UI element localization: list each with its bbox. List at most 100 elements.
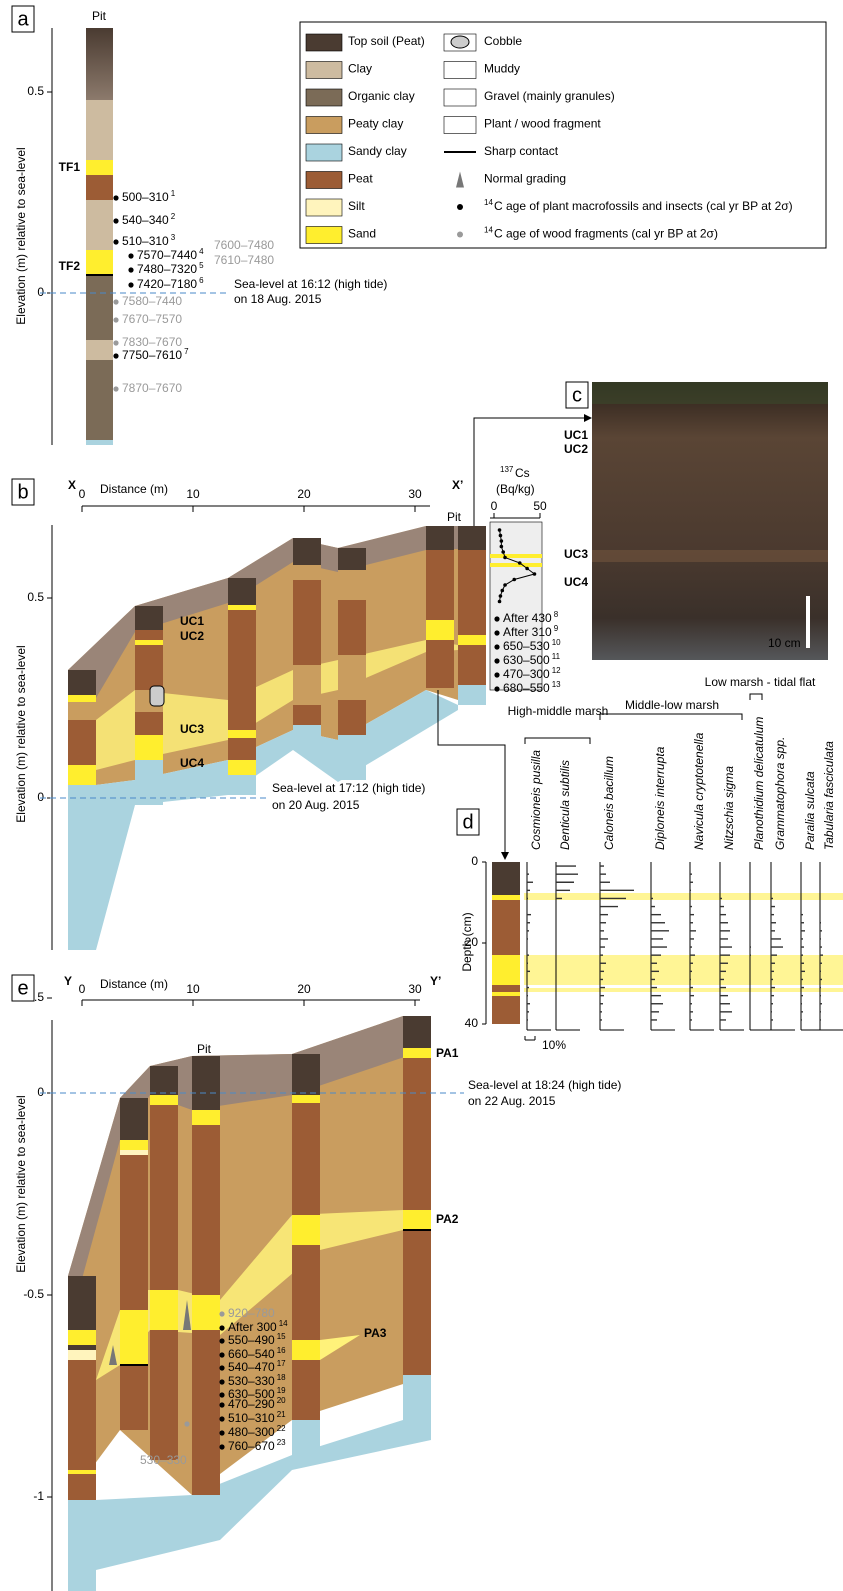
cs-point <box>518 561 522 565</box>
section-end: X’ <box>452 478 463 492</box>
cs-point <box>503 583 507 587</box>
unit-label: TF1 <box>59 160 81 174</box>
age-number: 4 <box>199 247 204 256</box>
column-layer <box>192 1495 220 1540</box>
legend-symbol <box>444 89 476 106</box>
y-tick-label: 0 <box>37 285 44 299</box>
column-layer <box>228 610 256 730</box>
age-dot <box>113 239 118 244</box>
y-axis-label: Elevation (m) relative to sea-level <box>14 147 28 324</box>
age-label: 530–330 <box>140 1453 187 1467</box>
unit-label: UC4 <box>180 756 204 770</box>
age-label: 480–300 <box>228 1425 275 1439</box>
age-label: 650–530 <box>503 639 550 653</box>
arrow <box>501 852 509 860</box>
age-label: 660–540 <box>228 1347 275 1361</box>
column-layer <box>292 1095 320 1103</box>
age-dot <box>184 1421 189 1426</box>
column-layer <box>338 570 366 600</box>
column-layer <box>458 645 486 685</box>
unit-label: UC1 <box>564 428 588 442</box>
cs-point <box>498 528 502 532</box>
legend-swatch <box>306 199 342 216</box>
column-layer <box>426 526 454 550</box>
y-tick-label: 0 <box>471 854 478 868</box>
topsoil <box>86 28 113 100</box>
column-layer <box>68 670 96 695</box>
taxon-name: Grammatophora spp. <box>773 737 787 850</box>
column-layer <box>338 600 366 655</box>
y-tick-label: 0.5 <box>27 84 44 98</box>
column-layer <box>293 580 321 665</box>
age-label: 7830–7670 <box>122 335 182 349</box>
sea-level-label: on 22 Aug. 2015 <box>468 1094 556 1108</box>
cs-point <box>498 600 502 604</box>
cs-label: Cs <box>515 466 530 480</box>
unit-label: UC4 <box>564 575 588 589</box>
x-axis-label: Distance (m) <box>100 977 168 991</box>
column-layer <box>150 1290 178 1330</box>
age-label: 7750–7610 <box>122 348 182 362</box>
cs-point <box>500 545 504 549</box>
age-dot <box>219 1365 224 1370</box>
y-tick-label: 0 <box>37 1085 44 1099</box>
y-tick-label: -1 <box>33 1489 44 1503</box>
legend-label: Gravel (mainly granules) <box>484 89 615 103</box>
cs-point <box>503 556 507 560</box>
pit-label: Pit <box>447 510 462 524</box>
column-layer <box>68 702 96 720</box>
column-layer <box>150 1066 178 1095</box>
column-layer <box>492 955 520 985</box>
column-layer <box>86 340 113 360</box>
age-label: 680–550 <box>503 681 550 695</box>
y-tick-label: 40 <box>465 1016 479 1030</box>
column-layer <box>228 738 256 760</box>
column-layer <box>492 985 520 992</box>
age-number: 20 <box>277 1396 286 1405</box>
column-layer <box>68 1345 96 1350</box>
column-layer <box>120 1365 148 1430</box>
column-layer <box>426 640 454 688</box>
column-layer <box>120 1150 148 1155</box>
column-layer <box>293 538 321 565</box>
age-number: 16 <box>277 1346 286 1355</box>
column-layer <box>228 775 256 795</box>
column-layer <box>68 1470 96 1474</box>
age-label: 7570–7440 <box>137 248 197 262</box>
column-layer <box>120 1098 148 1140</box>
cs-point <box>499 594 503 598</box>
age-number: 21 <box>277 1410 286 1419</box>
legend-label: Normal grading <box>484 172 566 186</box>
column-layer <box>228 605 256 610</box>
column-layer <box>86 160 113 175</box>
age-label: 7610–7480 <box>214 253 274 267</box>
x-tick-label: 20 <box>297 487 311 501</box>
photo <box>592 382 828 660</box>
column-layer <box>120 1140 148 1150</box>
x-tick-label: 30 <box>408 982 422 996</box>
column-layer <box>86 100 113 160</box>
age-number: 13 <box>552 680 561 689</box>
age-label: 7480–7320 <box>137 262 197 276</box>
cs-sup: 137 <box>500 465 514 474</box>
column-layer <box>403 1016 431 1048</box>
age-dot <box>219 1352 224 1357</box>
page: { "legend": { "lithology": ["Top soil (P… <box>0 0 843 1591</box>
legend-label: Cobble <box>484 34 522 48</box>
column-layer <box>338 700 366 735</box>
taxon-name: Planothidium delicatulum <box>752 717 766 850</box>
age-number: 11 <box>552 652 561 661</box>
legend-label: Organic clay <box>348 89 415 103</box>
age-dot <box>219 1402 224 1407</box>
age-label: 510–310 <box>122 234 169 248</box>
scale-label: 10 cm <box>768 636 801 650</box>
section-end: Y’ <box>430 974 441 988</box>
column-layer <box>403 1230 431 1375</box>
taxon-name: Cosmioneis pusilla <box>529 750 543 850</box>
age-label: 7670–7570 <box>122 312 182 326</box>
group-label: Middle-low marsh <box>625 698 719 712</box>
legend-label: Plant / wood fragment <box>484 117 601 131</box>
sand-highlight <box>524 988 843 992</box>
column-layer <box>135 606 163 630</box>
age-dot <box>494 630 499 635</box>
